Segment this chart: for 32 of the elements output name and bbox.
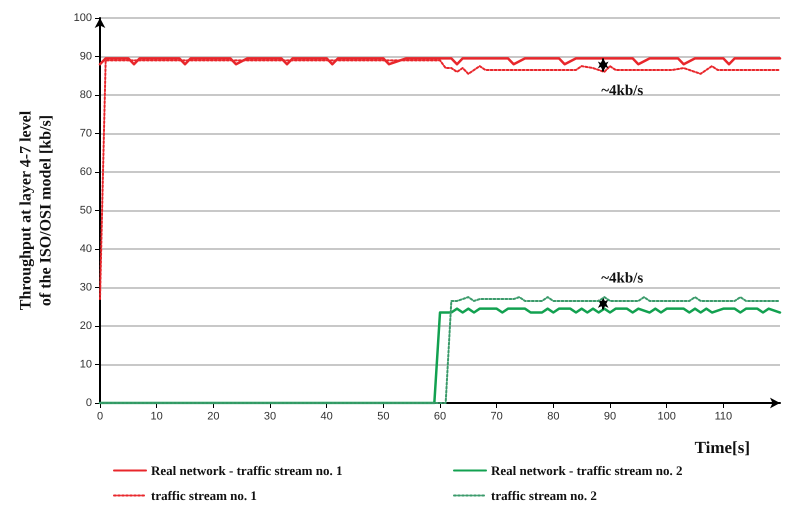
y-tick-label: 90 — [80, 50, 92, 62]
annotation: ~4kb/s — [601, 270, 644, 286]
annotation: ~4kb/s — [601, 83, 644, 100]
x-tick-label: 90 — [604, 410, 616, 422]
x-tick-label: 50 — [377, 410, 390, 422]
x-tick-label: 10 — [150, 410, 163, 422]
y-tick-label: 30 — [80, 282, 92, 294]
legend-label: Real network - traffic stream no. 2 — [491, 463, 682, 478]
y-tick-label: 100 — [74, 12, 92, 24]
x-tick-label: 70 — [490, 410, 503, 422]
x-tick-label: 100 — [657, 410, 676, 422]
y-tick-label: 10 — [80, 358, 92, 370]
line-series — [99, 59, 781, 300]
y-tick-label: 70 — [80, 128, 92, 140]
x-axis-title: Time[s] — [694, 438, 750, 457]
legend-label: Real network - traffic stream no. 1 — [151, 463, 342, 478]
y-axis-title: Throughput at layer 4-7 level of the ISO/OSI model [kb/s] — [18, 110, 54, 310]
x-tick-label: 60 — [434, 410, 446, 422]
y-tick-label: 50 — [80, 204, 92, 216]
y-tick-label: 40 — [80, 243, 92, 255]
legend-label: traffic stream no. 1 — [151, 488, 257, 503]
y-tick-label: 20 — [80, 320, 92, 332]
x-tick-label: 110 — [714, 410, 732, 422]
y-tick-label: 60 — [80, 166, 92, 178]
x-tick-label: 80 — [547, 410, 560, 422]
x-tick-label: 20 — [207, 410, 220, 422]
y-tick-label: 0 — [86, 397, 92, 409]
x-tick-label: 40 — [320, 410, 333, 422]
y-tick-label: 80 — [80, 89, 92, 101]
legend-label: traffic stream no. 2 — [491, 488, 597, 503]
x-tick-label: 30 — [264, 410, 276, 422]
x-tick-label: 0 — [96, 410, 104, 422]
